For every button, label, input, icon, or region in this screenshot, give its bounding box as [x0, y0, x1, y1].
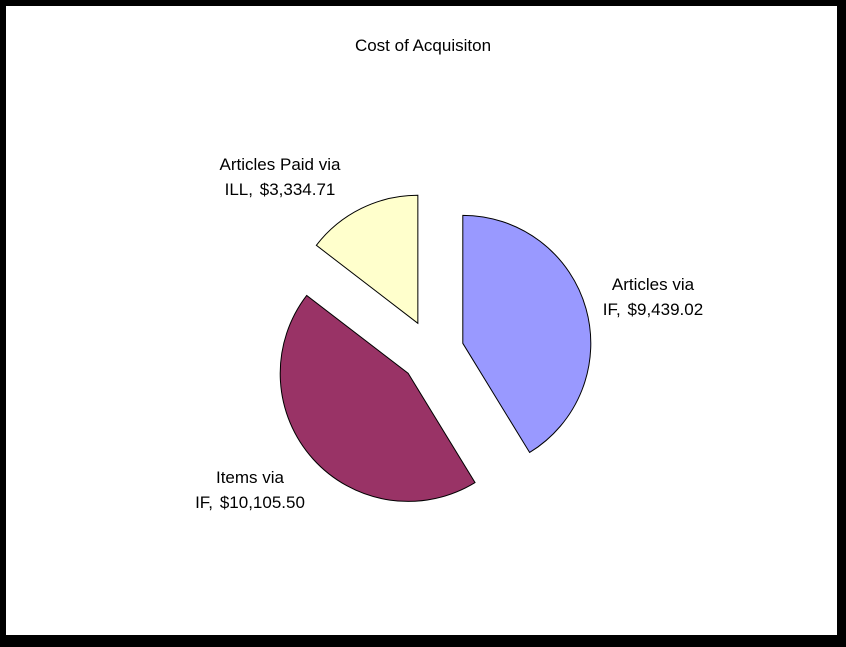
slice-category: Articles Paid via ILL, — [219, 155, 341, 199]
slice-label: Items via IF, $10,105.50 — [175, 465, 325, 515]
pie-slice — [279, 294, 476, 502]
slice-category: Items via IF, — [195, 468, 285, 512]
slice-category: Articles via IF, — [602, 275, 695, 319]
chart-title: Cost of Acquisiton — [354, 36, 492, 55]
slice-value: $3,334.71 — [259, 180, 336, 199]
slice-label: Articles Paid via ILL, $3,334.71 — [190, 152, 370, 202]
slice-label: Articles via IF, $9,439.02 — [578, 272, 728, 322]
slice-value: $10,105.50 — [219, 493, 305, 512]
pie-slice — [462, 214, 592, 454]
slice-value: $9,439.02 — [627, 300, 704, 319]
pie-slice — [315, 194, 419, 325]
